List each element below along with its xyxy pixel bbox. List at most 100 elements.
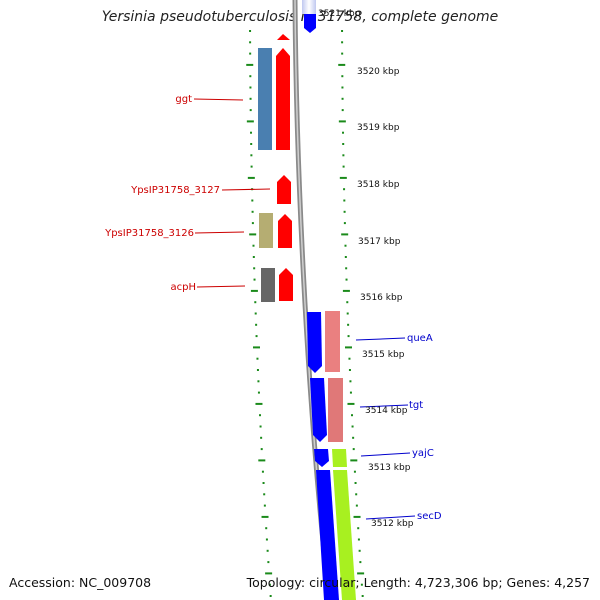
tick-mark bbox=[351, 414, 354, 417]
tick-mark bbox=[351, 425, 354, 428]
tick-mark bbox=[347, 323, 350, 326]
cog-box-ggt bbox=[258, 48, 272, 150]
kbp-label: 3515 kbp bbox=[362, 350, 405, 360]
tick-mark bbox=[269, 595, 272, 597]
tick-mark bbox=[262, 482, 265, 484]
cds-arrow-yajC bbox=[314, 449, 329, 467]
tick-mark bbox=[266, 549, 269, 552]
tick-mark bbox=[257, 391, 260, 394]
tick-mark bbox=[357, 538, 360, 541]
kbp-label: 3514 kbp bbox=[365, 406, 408, 416]
tick-mark bbox=[358, 549, 361, 552]
tick-mark bbox=[357, 527, 360, 530]
tick-mark bbox=[249, 233, 257, 236]
tick-mark bbox=[252, 256, 255, 258]
tick-mark bbox=[260, 436, 263, 439]
tick-mark bbox=[265, 527, 268, 530]
tick-mark bbox=[255, 323, 258, 326]
tick-mark bbox=[250, 143, 253, 145]
tick-mark bbox=[341, 41, 344, 44]
tick-mark bbox=[343, 199, 346, 202]
tick-mark bbox=[252, 346, 260, 349]
accession-text: Accession: NC_009708 bbox=[9, 575, 152, 590]
tick-mark bbox=[343, 210, 346, 213]
tick-mark bbox=[263, 493, 266, 496]
leader-secD bbox=[365, 515, 416, 520]
tick-mark bbox=[251, 210, 254, 213]
tick-mark bbox=[265, 538, 268, 541]
tick-mark bbox=[250, 289, 258, 292]
tick-mark bbox=[350, 459, 358, 462]
tick-mark bbox=[246, 63, 254, 66]
tick-mark bbox=[353, 470, 356, 473]
tick-mark bbox=[249, 30, 252, 32]
tick-mark bbox=[257, 380, 260, 383]
tick-mark bbox=[353, 515, 361, 518]
tick-mark bbox=[352, 448, 355, 451]
tick-mark bbox=[344, 256, 347, 258]
cog-box-secD bbox=[333, 470, 356, 600]
leader-3126 bbox=[194, 231, 245, 234]
cog-box-tgt bbox=[328, 378, 343, 442]
cog-box-yajC bbox=[332, 449, 347, 467]
tick-mark bbox=[268, 583, 271, 586]
tick-mark bbox=[256, 357, 259, 360]
tick-mark bbox=[255, 335, 258, 338]
tick-mark bbox=[247, 176, 255, 179]
tick-mark bbox=[341, 30, 344, 32]
leader-tgt bbox=[359, 404, 409, 408]
tick-mark bbox=[267, 561, 270, 564]
tick-mark bbox=[250, 165, 253, 168]
tick-mark bbox=[265, 572, 273, 575]
gene-label-3126: YpsIP31758_3126 bbox=[104, 228, 194, 239]
cog-box-queA bbox=[325, 311, 340, 372]
gene-label-ggt: ggt bbox=[175, 94, 192, 105]
tick-mark bbox=[342, 131, 345, 134]
leader-yajC bbox=[360, 452, 411, 457]
tick-mark bbox=[249, 109, 252, 112]
cds-arrow-top-forward bbox=[277, 34, 290, 40]
cds-arrow-acpH bbox=[279, 268, 293, 301]
tick-mark bbox=[251, 199, 254, 202]
tick-mark bbox=[342, 154, 345, 157]
gene-label-secD: secD bbox=[417, 511, 442, 522]
tick-mark bbox=[348, 357, 351, 360]
tick-mark bbox=[346, 301, 349, 304]
tick-mark bbox=[339, 176, 347, 179]
cog-box-acpH bbox=[261, 268, 275, 302]
tick-mark bbox=[253, 278, 256, 281]
gene-label-yajC: yajC bbox=[412, 448, 434, 459]
tick-mark bbox=[338, 120, 346, 123]
tick-mark bbox=[255, 402, 263, 405]
kbp-label: 3519 kbp bbox=[357, 123, 400, 133]
tick-mark bbox=[359, 561, 362, 564]
kbp-label: 3513 kbp bbox=[368, 463, 411, 473]
tick-mark bbox=[256, 369, 259, 371]
map-title: Yersinia pseudotuberculosis IP 31758, co… bbox=[101, 9, 499, 25]
tick-mark bbox=[249, 97, 252, 100]
tick-mark bbox=[263, 504, 266, 507]
gene-label-3127: YpsIP31758_3127 bbox=[130, 185, 220, 196]
cog-box-3126 bbox=[259, 213, 273, 248]
tick-mark bbox=[253, 267, 256, 270]
tick-mark bbox=[348, 369, 351, 371]
tick-mark bbox=[355, 493, 358, 496]
tick-mark bbox=[341, 75, 344, 78]
cds-arrow-3126 bbox=[278, 214, 292, 248]
tick-mark bbox=[261, 470, 264, 473]
tick-mark bbox=[347, 335, 350, 338]
top-partial-feature bbox=[302, 0, 316, 14]
tick-mark bbox=[349, 391, 352, 394]
tick-mark bbox=[341, 97, 344, 100]
kbp-label: 3518 kbp bbox=[357, 180, 400, 190]
tick-mark bbox=[361, 595, 364, 597]
tick-mark bbox=[259, 425, 262, 428]
gene-label-tgt: tgt bbox=[409, 400, 423, 411]
tick-mark bbox=[352, 436, 355, 439]
gene-label-acpH: acpH bbox=[171, 282, 197, 293]
tick-mark bbox=[246, 120, 254, 123]
kbp-label: 3517 kbp bbox=[358, 237, 401, 247]
leader-3127 bbox=[221, 188, 271, 191]
